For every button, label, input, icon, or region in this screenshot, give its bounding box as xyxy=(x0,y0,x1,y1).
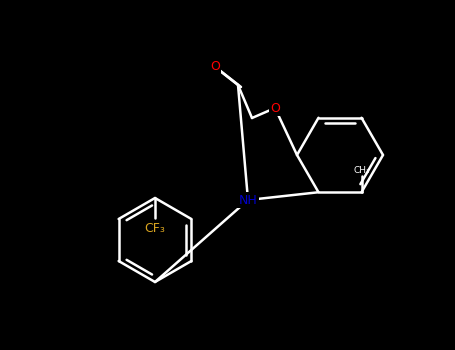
Text: O: O xyxy=(210,61,220,74)
Text: NH: NH xyxy=(238,194,258,206)
Text: CH₃: CH₃ xyxy=(353,166,370,175)
Text: CF₃: CF₃ xyxy=(145,222,166,235)
Text: O: O xyxy=(270,102,280,114)
